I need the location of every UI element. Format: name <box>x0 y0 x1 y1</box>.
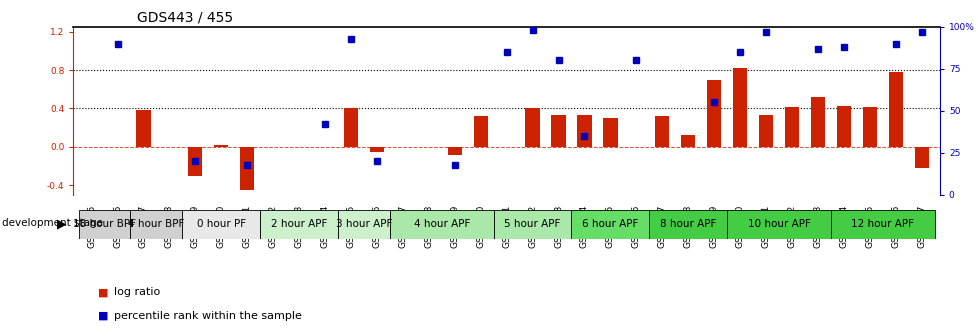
Bar <box>473 116 487 147</box>
Text: 3 hour APF: 3 hour APF <box>335 219 392 229</box>
Bar <box>525 109 539 147</box>
Text: GDS443 / 455: GDS443 / 455 <box>137 10 233 24</box>
Bar <box>810 97 824 147</box>
Bar <box>888 72 902 147</box>
Text: 12 hour APF: 12 hour APF <box>851 219 913 229</box>
Text: ■: ■ <box>98 311 109 321</box>
Text: 2 hour APF: 2 hour APF <box>271 219 327 229</box>
Bar <box>188 147 202 176</box>
Text: development stage: development stage <box>2 218 103 228</box>
Bar <box>733 68 746 147</box>
Text: ■: ■ <box>98 287 109 297</box>
Bar <box>836 106 850 147</box>
Text: 4 hour APF: 4 hour APF <box>413 219 469 229</box>
Bar <box>654 116 669 147</box>
Text: ▶: ▶ <box>57 217 67 230</box>
Bar <box>182 210 260 239</box>
Bar <box>727 210 830 239</box>
Bar <box>706 80 721 147</box>
Bar <box>681 135 694 147</box>
Text: 18 hour BPF: 18 hour BPF <box>73 219 136 229</box>
Bar <box>551 115 565 147</box>
Bar <box>784 107 798 147</box>
Bar <box>602 118 617 147</box>
Bar <box>136 111 151 147</box>
Text: 10 hour APF: 10 hour APF <box>747 219 810 229</box>
Bar <box>337 210 389 239</box>
Bar <box>389 210 493 239</box>
Text: 6 hour APF: 6 hour APF <box>582 219 638 229</box>
Bar <box>240 147 254 190</box>
Bar <box>571 210 648 239</box>
Bar <box>260 210 337 239</box>
Bar <box>862 107 876 147</box>
Text: 5 hour APF: 5 hour APF <box>504 219 560 229</box>
Bar <box>648 210 727 239</box>
Bar <box>447 147 462 155</box>
Bar <box>830 210 934 239</box>
Bar <box>78 210 130 239</box>
Text: 4 hour BPF: 4 hour BPF <box>128 219 185 229</box>
Bar <box>214 145 228 147</box>
Bar <box>758 115 773 147</box>
Text: 0 hour PF: 0 hour PF <box>197 219 245 229</box>
Text: 8 hour APF: 8 hour APF <box>659 219 716 229</box>
Bar <box>577 115 591 147</box>
Text: log ratio: log ratio <box>113 287 159 297</box>
Bar <box>493 210 571 239</box>
Text: percentile rank within the sample: percentile rank within the sample <box>113 311 301 321</box>
Bar <box>370 147 383 152</box>
Bar <box>913 147 928 168</box>
Bar <box>343 109 358 147</box>
Bar <box>130 210 182 239</box>
